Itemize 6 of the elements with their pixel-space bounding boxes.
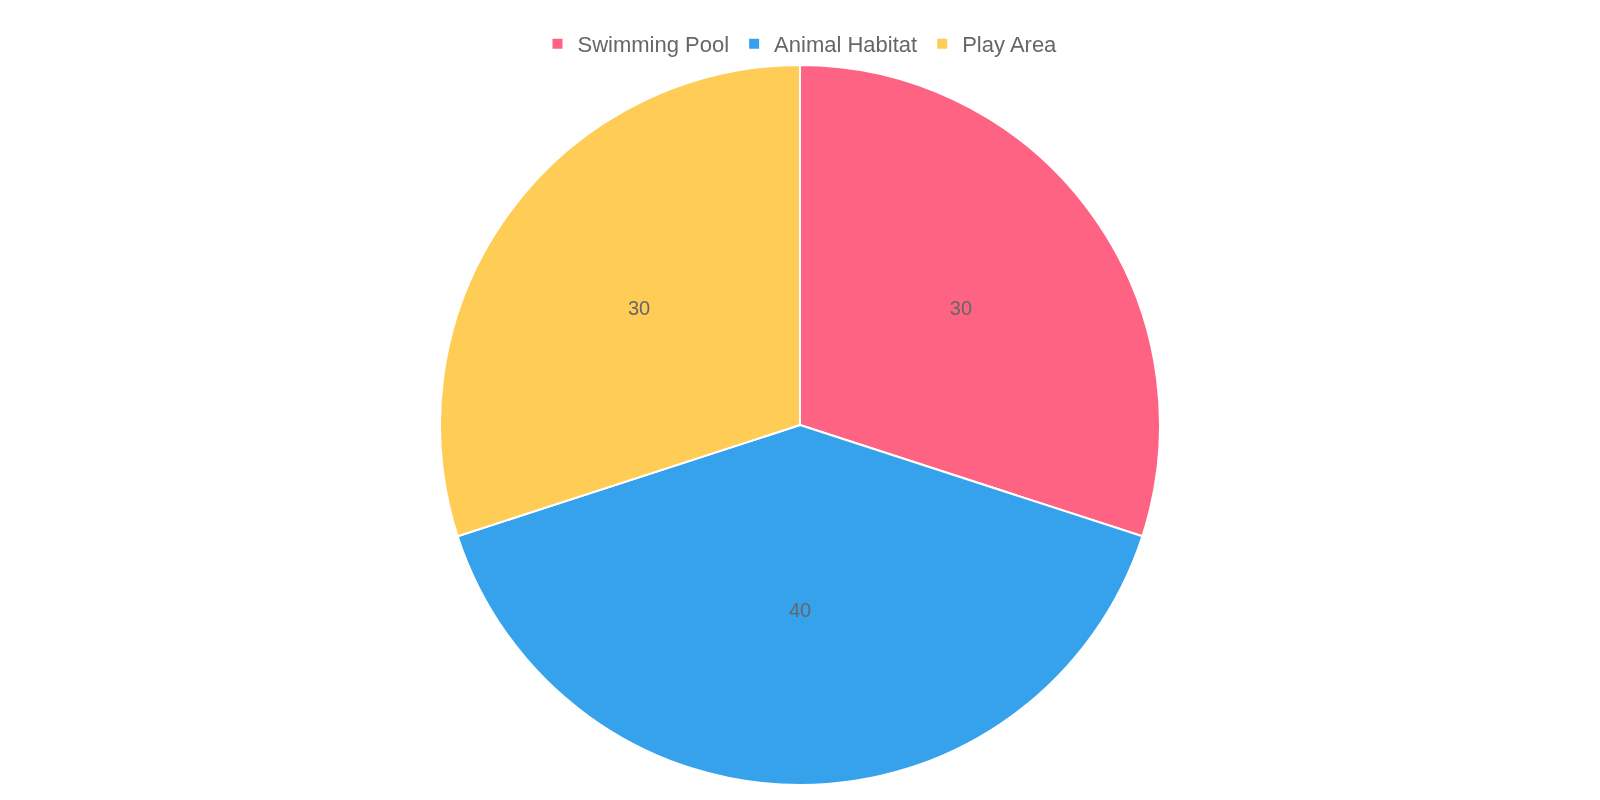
legend-label: Animal Habitat bbox=[774, 32, 918, 58]
data-label: 30 bbox=[949, 297, 973, 320]
legend-label: Swimming Pool bbox=[577, 32, 730, 58]
data-label: 40 bbox=[788, 598, 812, 621]
data-label: 30 bbox=[627, 297, 651, 320]
legend-label: Play Area bbox=[962, 32, 1058, 58]
